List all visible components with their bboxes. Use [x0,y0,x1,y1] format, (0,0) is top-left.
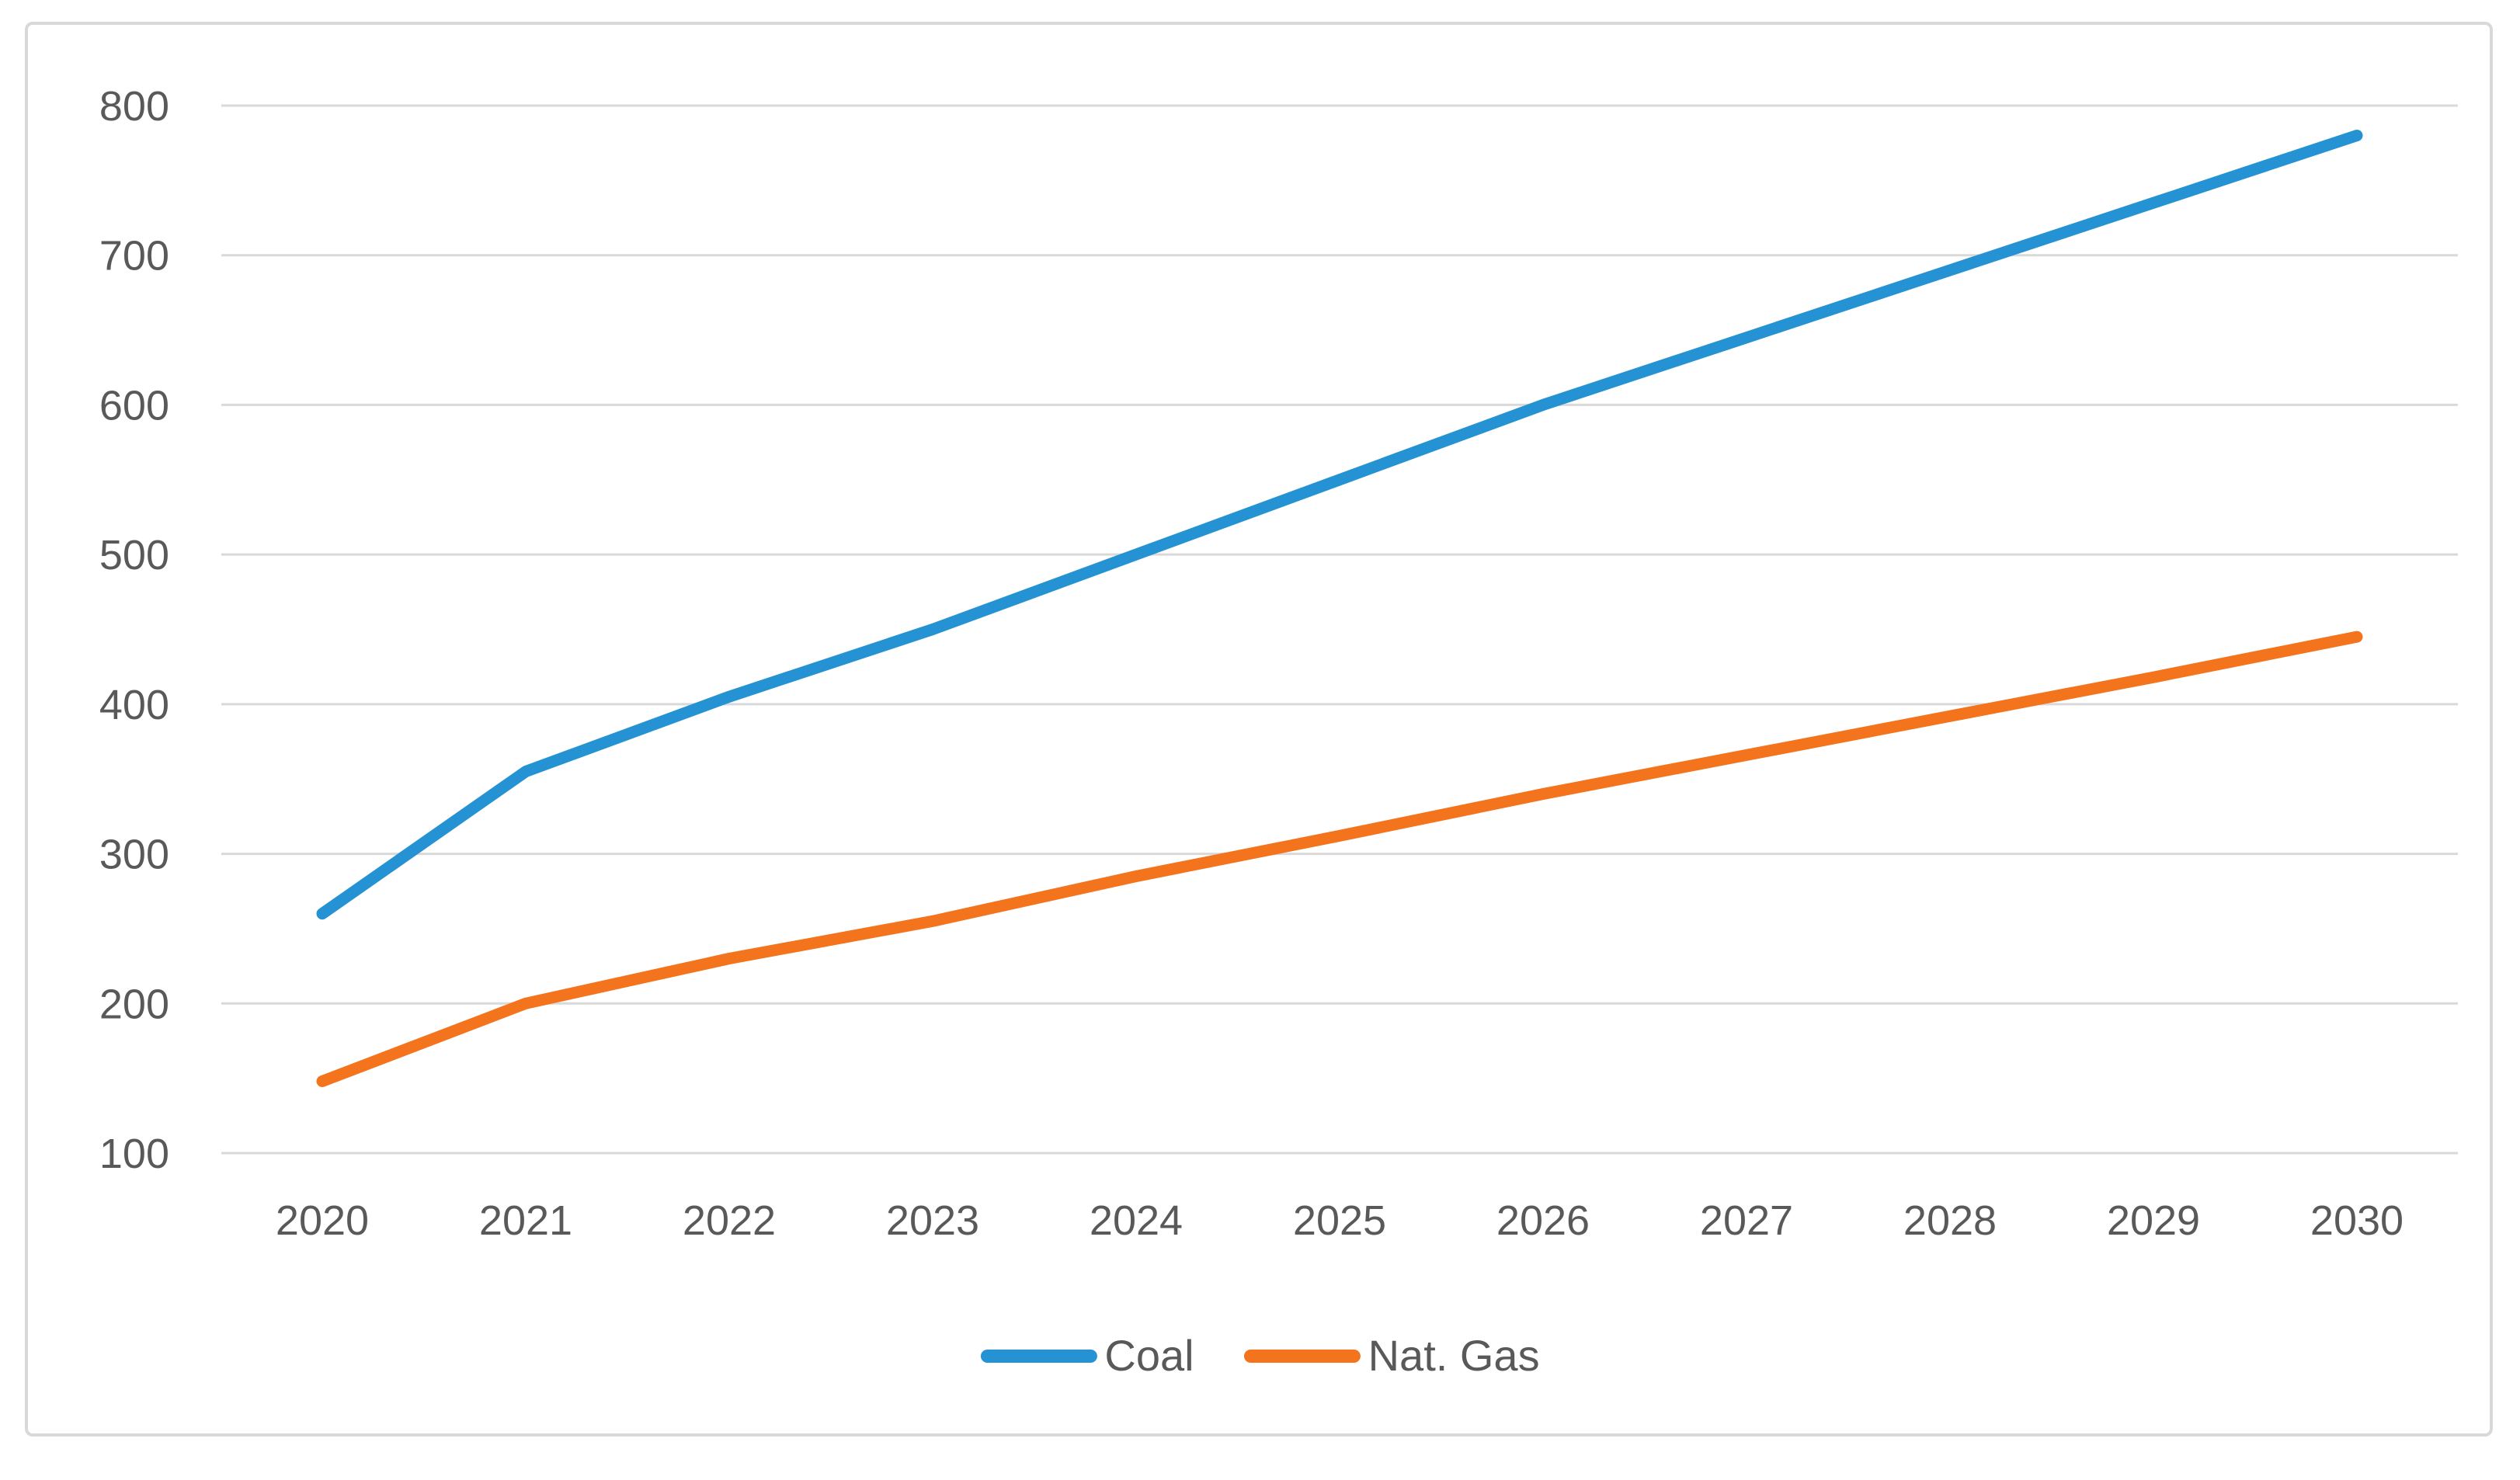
x-tick-label: 2024 [1090,1197,1183,1244]
x-tick-label: 2028 [1903,1197,1997,1244]
y-tick-label: 400 [99,682,169,728]
chart-frame[interactable] [25,22,2493,1437]
x-tick-label: 2023 [886,1197,979,1244]
x-tick-label: 2030 [2310,1197,2404,1244]
y-tick-label: 200 [99,981,169,1027]
legend-swatch-nat-gas-icon [1243,1349,1361,1363]
x-tick-label: 2027 [1700,1197,1793,1244]
legend-label-nat-gas: Nat. Gas [1368,1331,1540,1380]
series-line-coal[interactable] [316,130,2363,920]
legend-label-coal: Coal [1104,1331,1194,1380]
y-tick-label: 500 [99,532,169,578]
x-tick-label: 2020 [276,1197,369,1244]
series-lines [316,130,2363,1087]
x-tick-label: 2029 [2107,1197,2200,1244]
legend-item-coal[interactable]: Coal [980,1334,1194,1378]
gridlines [221,104,2458,1155]
legend-item-nat-gas[interactable]: Nat. Gas [1243,1331,1540,1380]
x-tick-label: 2025 [1293,1197,1386,1244]
y-axis-labels: 100 200 300 400 500 600 700 800 [99,83,169,1177]
x-axis-labels: 2020 2021 2022 2023 2024 2025 2026 2027 2028 2029… [276,1197,2404,1244]
x-tick-label: 2022 [683,1197,776,1244]
x-tick-label: 2026 [1496,1197,1590,1244]
y-tick-label: 700 [99,233,169,280]
y-tick-label: 300 [99,832,169,878]
x-tick-label: 2021 [479,1197,572,1244]
chart-legend: Coal Nat. Gas [980,1331,1540,1380]
y-tick-label: 600 [99,382,169,429]
legend-swatch-coal-icon [980,1349,1097,1363]
y-tick-label: 800 [99,83,169,130]
y-tick-label: 100 [99,1131,169,1177]
series-line-nat-gas[interactable] [316,631,2363,1087]
